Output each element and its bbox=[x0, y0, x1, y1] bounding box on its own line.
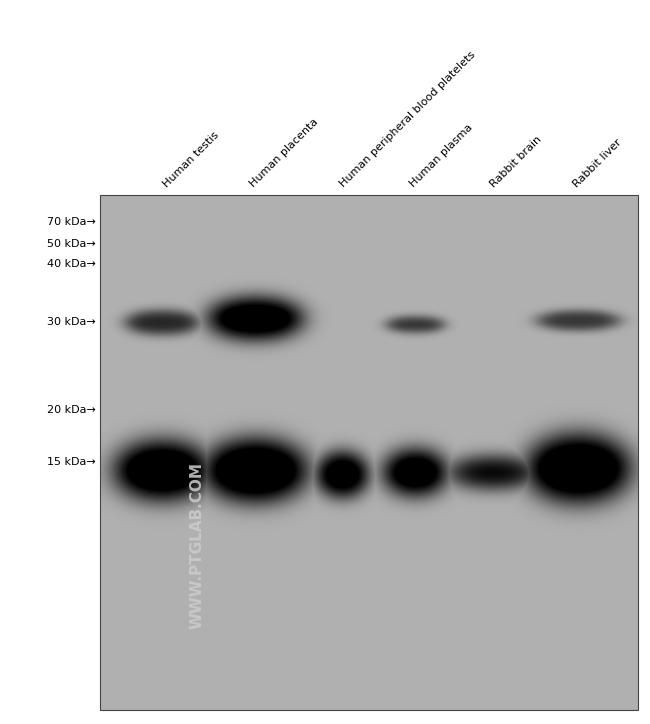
Text: 40 kDa→: 40 kDa→ bbox=[47, 259, 96, 269]
Text: Human plasma: Human plasma bbox=[408, 122, 474, 189]
Text: 20 kDa→: 20 kDa→ bbox=[47, 405, 96, 415]
Text: 15 kDa→: 15 kDa→ bbox=[47, 457, 96, 467]
Text: Human peripheral blood platelets: Human peripheral blood platelets bbox=[338, 49, 477, 189]
Text: 70 kDa→: 70 kDa→ bbox=[47, 217, 96, 227]
Text: Human placenta: Human placenta bbox=[248, 117, 320, 189]
Text: Rabbit brain: Rabbit brain bbox=[488, 134, 543, 189]
Text: Rabbit liver: Rabbit liver bbox=[571, 137, 623, 189]
Text: 50 kDa→: 50 kDa→ bbox=[47, 239, 96, 249]
Text: Human testis: Human testis bbox=[161, 130, 220, 189]
Bar bbox=[100, 195, 638, 710]
Text: WWW.PTGLAB.COM: WWW.PTGLAB.COM bbox=[189, 462, 204, 628]
Text: 30 kDa→: 30 kDa→ bbox=[47, 317, 96, 327]
